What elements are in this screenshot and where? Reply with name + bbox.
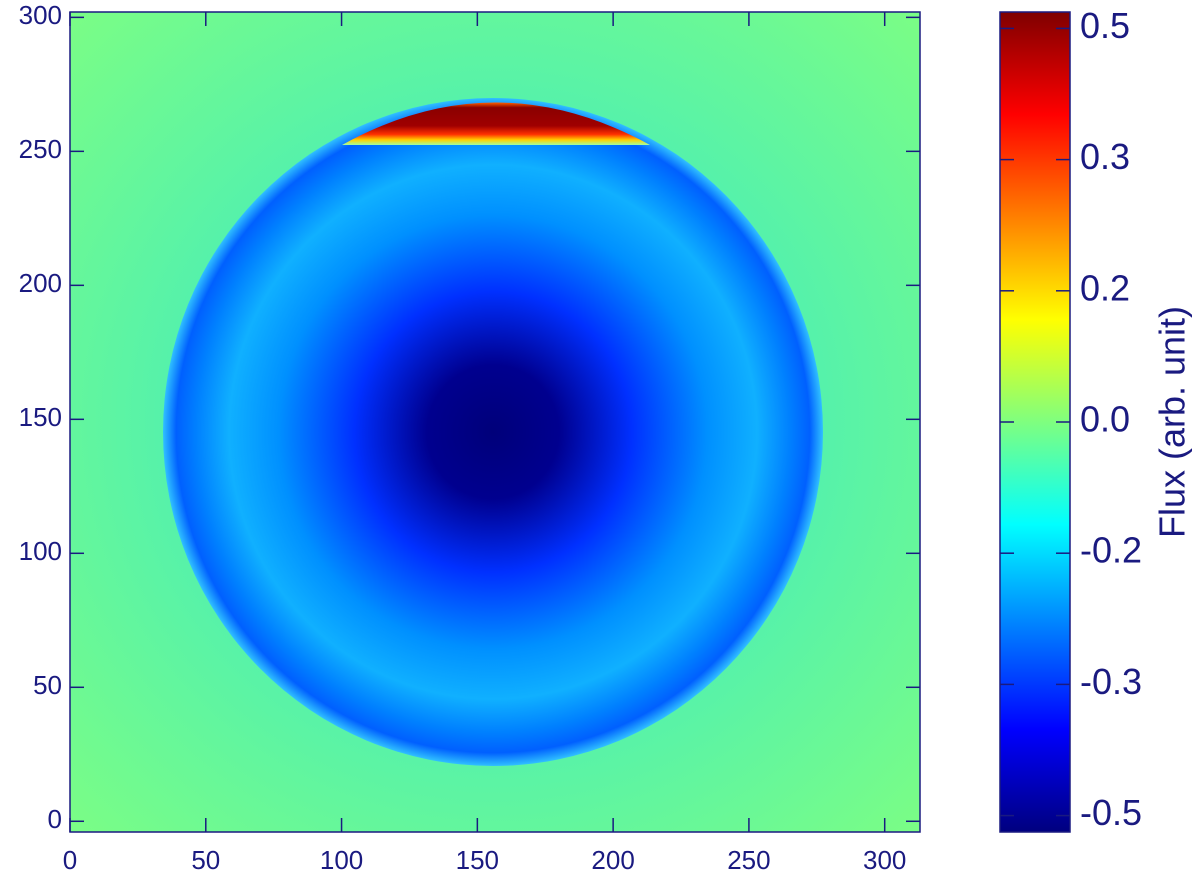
y-tick-label: 250 — [19, 134, 62, 164]
colorbar-tick-label: -0.2 — [1080, 530, 1142, 571]
x-tick-label: 200 — [591, 845, 634, 875]
y-tick-label: 150 — [19, 402, 62, 432]
colorbar-tick-label: 0.2 — [1080, 267, 1130, 308]
heatmap — [70, 12, 920, 832]
x-tick-label: 250 — [727, 845, 770, 875]
y-tick-label: 0 — [48, 804, 62, 834]
x-tick-label: 50 — [191, 845, 220, 875]
x-tick-label: 100 — [320, 845, 363, 875]
heatmap-cap — [342, 102, 650, 145]
x-tick-label: 300 — [863, 845, 906, 875]
colorbar-label: Flux (arb. unit) — [1152, 306, 1193, 538]
x-tick-label: 150 — [456, 845, 499, 875]
colorbar-tick-label: 0.5 — [1080, 5, 1130, 46]
x-tick-label: 0 — [63, 845, 77, 875]
colorbar-tick-label: -0.5 — [1080, 792, 1142, 833]
plot-frame — [69, 11, 921, 833]
heatmap-disk — [163, 98, 823, 766]
y-tick-label: 100 — [19, 536, 62, 566]
y-tick-label: 300 — [19, 0, 62, 30]
colorbar-tick-label: -0.3 — [1080, 661, 1142, 702]
y-tick-label: 200 — [19, 268, 62, 298]
colorbar-tick-label: 0.0 — [1080, 399, 1130, 440]
colorbar-tick-label: 0.3 — [1080, 136, 1130, 177]
y-tick-label: 50 — [33, 670, 62, 700]
